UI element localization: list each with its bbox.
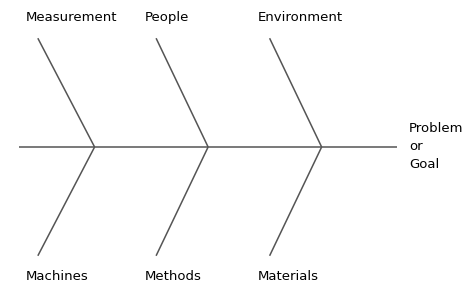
Text: Measurement: Measurement <box>26 11 117 24</box>
Text: Materials: Materials <box>258 270 319 283</box>
Text: Methods: Methods <box>144 270 201 283</box>
Text: People: People <box>144 11 189 24</box>
Text: Environment: Environment <box>258 11 343 24</box>
Text: Problem
or
Goal: Problem or Goal <box>409 123 464 171</box>
Text: Machines: Machines <box>26 270 89 283</box>
